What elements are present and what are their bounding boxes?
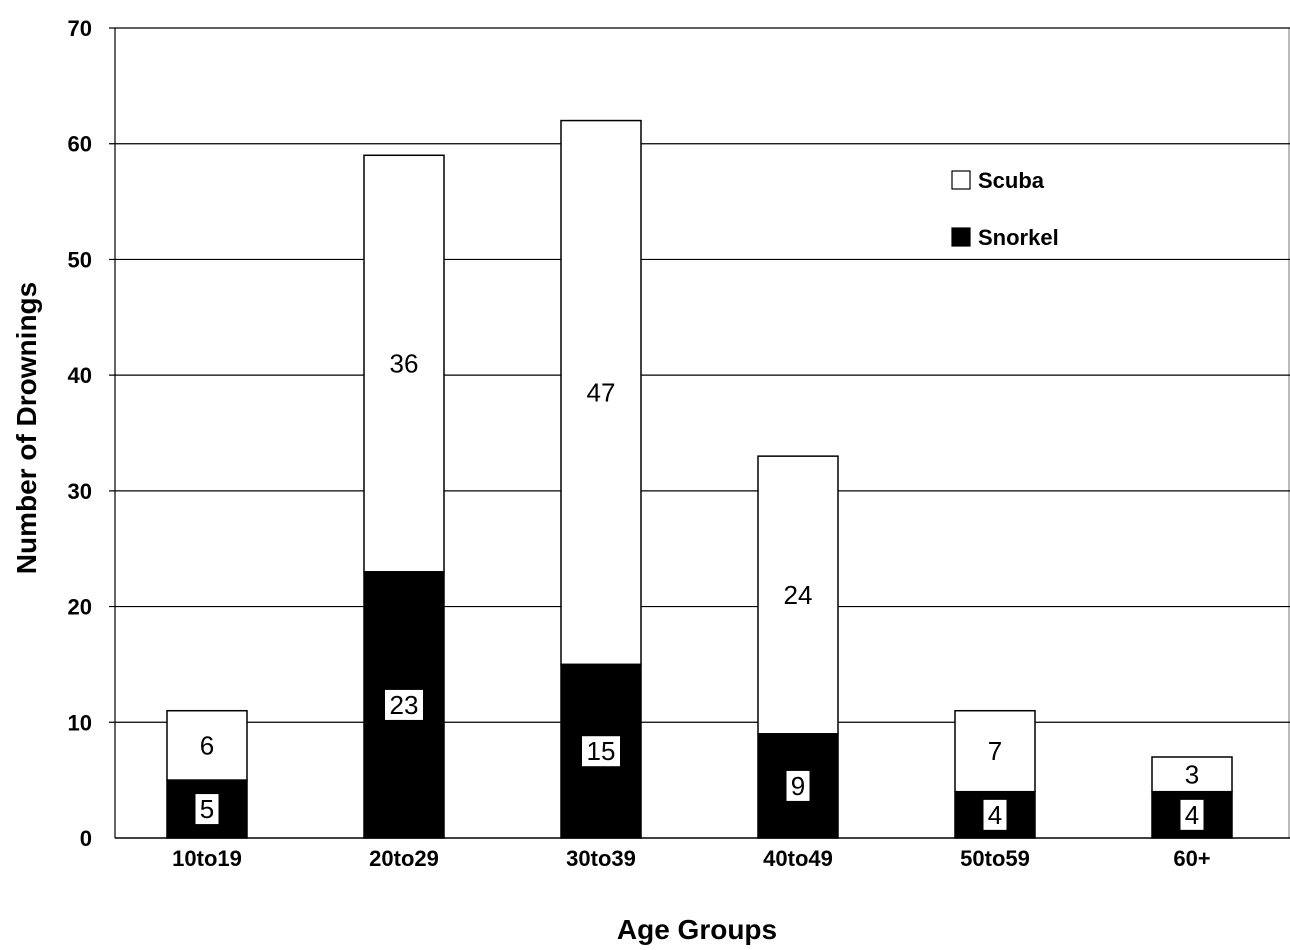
legend-label-snorkel: Snorkel (978, 225, 1059, 250)
bar-scuba (1151, 756, 1233, 793)
legend: Scuba Snorkel (951, 168, 1059, 250)
data-label-box (582, 736, 620, 767)
bar-scuba (757, 455, 839, 735)
data-label-box (786, 770, 810, 801)
y-tick-label: 60 (68, 132, 92, 157)
bars (166, 119, 1233, 839)
x-tick-label: 50to59 (960, 846, 1030, 871)
legend-label-scuba: Scuba (978, 168, 1045, 193)
data-label-box (195, 794, 219, 825)
data-label-box (1180, 799, 1204, 830)
data-label-scuba: 24 (784, 580, 813, 610)
plot-frame (114, 27, 1290, 839)
x-axis-ticks: 10to19 20to29 30to39 40to49 50to59 60+ (172, 846, 1211, 871)
y-axis-ticks: 0 10 20 30 40 50 60 70 (68, 16, 92, 851)
data-label-snorkel: 9 (791, 771, 805, 801)
data-label-scuba: 47 (587, 378, 616, 408)
x-tick-label: 40to49 (763, 846, 833, 871)
data-label-scuba: 3 (1185, 759, 1199, 789)
y-tick-label: 70 (68, 16, 92, 41)
legend-swatch-scuba (951, 170, 971, 190)
data-label-snorkel: 23 (390, 690, 419, 720)
y-tick-label: 50 (68, 247, 92, 272)
x-tick-label: 20to29 (369, 846, 439, 871)
data-label-scuba: 36 (390, 349, 419, 379)
data-label-scuba: 6 (200, 730, 214, 760)
y-tick-label: 40 (68, 363, 92, 388)
x-axis-title: Age Groups (617, 914, 777, 945)
data-label-snorkel: 4 (1185, 800, 1199, 830)
data-label-snorkel: 5 (200, 794, 214, 824)
data-label-snorkel: 15 (587, 736, 616, 766)
x-tick-label: 10to19 (172, 846, 242, 871)
bar-scuba (166, 709, 248, 781)
data-label-snorkel: 4 (988, 800, 1002, 830)
x-tick-label: 60+ (1173, 846, 1210, 871)
data-label-box (983, 799, 1007, 830)
y-tick-label: 0 (80, 826, 92, 851)
gridlines (109, 27, 1290, 839)
data-label-scuba: 7 (988, 736, 1002, 766)
bar-scuba (954, 709, 1036, 793)
y-tick-label: 30 (68, 479, 92, 504)
y-tick-label: 10 (68, 710, 92, 735)
legend-swatch-snorkel (951, 227, 971, 247)
data-label-box (385, 689, 423, 720)
x-tick-label: 30to39 (566, 846, 636, 871)
data-labels: 6 5 36 23 47 15 24 9 7 4 3 4 (195, 349, 1204, 830)
y-axis-title: Number of Drownings (11, 282, 42, 574)
y-tick-label: 20 (68, 595, 92, 620)
